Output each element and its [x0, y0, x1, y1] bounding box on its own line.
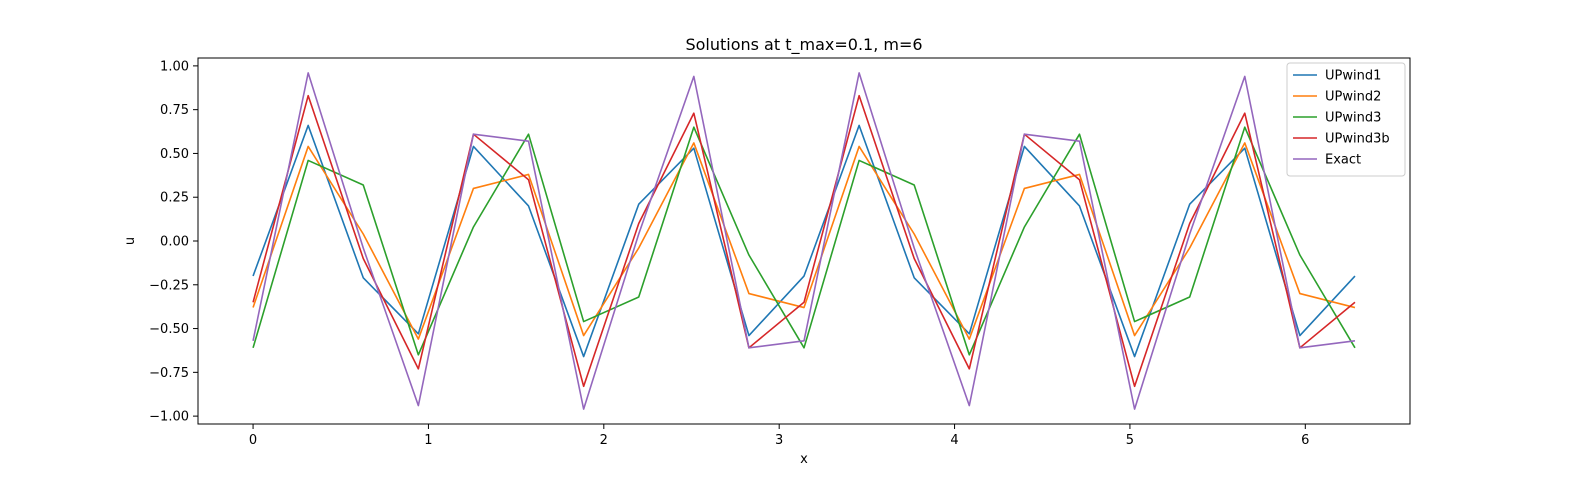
x-axis: 0 1 2 3 4 5 6 — [249, 424, 1309, 448]
legend-label: Exact — [1325, 153, 1361, 168]
plot-background — [198, 58, 1410, 424]
y-tick-label: 0.75 — [160, 103, 189, 118]
legend: UPwind1 UPwind2 UPwind3 UPwind3b Exact — [1286, 62, 1406, 177]
series-layer — [252, 72, 1356, 410]
y-tick-label: −0.25 — [149, 278, 189, 293]
y-tick-label: −0.75 — [149, 366, 189, 381]
legend-label: UPwind2 — [1325, 90, 1381, 105]
legend-box — [1286, 62, 1406, 177]
x-axis-label: x — [800, 452, 808, 467]
x-tick-label: 0 — [249, 433, 257, 448]
x-tick-label: 4 — [950, 433, 958, 448]
legend-label: UPwind1 — [1325, 69, 1381, 84]
y-tick-label: 0.00 — [160, 235, 189, 250]
y-axis-label: u — [123, 237, 138, 245]
legend-label: UPwind3b — [1325, 132, 1390, 147]
y-tick-label: 0.50 — [160, 147, 189, 162]
y-tick-label: 0.25 — [160, 191, 189, 206]
x-tick-label: 2 — [600, 433, 608, 448]
y-tick-label: −1.00 — [149, 410, 189, 425]
legend-label: UPwind3 — [1325, 111, 1381, 126]
x-tick-label: 3 — [775, 433, 783, 448]
x-tick-label: 5 — [1126, 433, 1134, 448]
y-tick-label: 1.00 — [160, 59, 189, 74]
series-line-upwind3b — [252, 94, 1356, 388]
plot-area — [197, 57, 1411, 425]
x-tick-label: 6 — [1301, 433, 1309, 448]
x-tick-label: 1 — [424, 433, 432, 448]
y-tick-label: −0.50 — [149, 322, 189, 337]
chart-title: Solutions at t_max=0.1, m=6 — [685, 35, 922, 55]
series-line-upwind1 — [252, 124, 1356, 358]
series-line-exact — [252, 72, 1356, 410]
y-axis: 1.00 0.75 0.50 0.25 0.00 −0.25 −0.50 −0.75 −1.00 — [149, 59, 198, 425]
